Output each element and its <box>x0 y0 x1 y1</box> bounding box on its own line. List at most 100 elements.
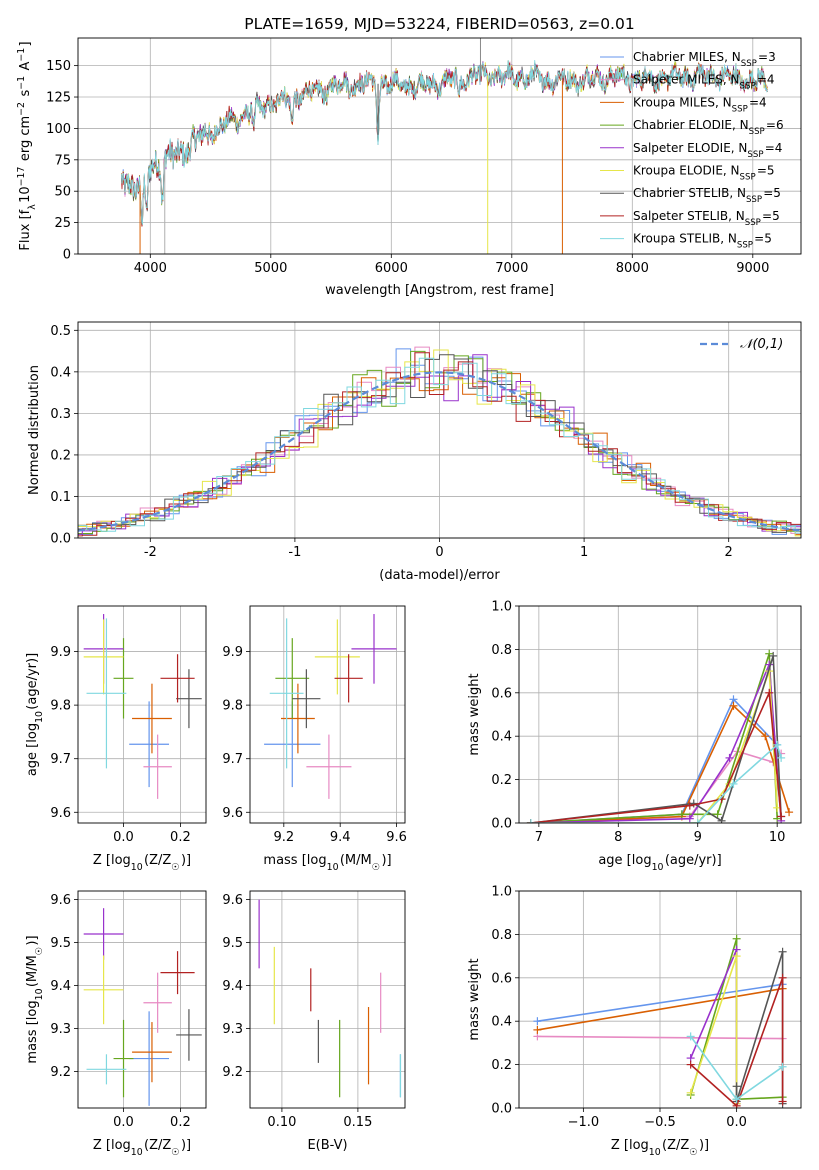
y-tick-label: 9.9 <box>222 645 243 660</box>
plot-area <box>78 346 801 537</box>
legend-label: Salpeter ELODIE, NSSP =4 <box>633 141 782 160</box>
point-marker <box>732 1082 741 1091</box>
x-tick-label: 8000 <box>616 261 649 276</box>
mass-weight-line <box>530 750 782 823</box>
point-marker <box>765 688 774 697</box>
error-bar <box>314 619 360 695</box>
error-bar <box>113 1019 134 1098</box>
x-axis-label: age [log10 (age/yr)] <box>598 853 721 873</box>
error-bar <box>83 619 124 695</box>
error-bar <box>269 618 304 769</box>
x-tick-label: 0.0 <box>113 830 134 845</box>
x-tick-label: −1.0 <box>568 1115 600 1130</box>
point-marker <box>686 1060 695 1069</box>
axes-weight_vs_Z: −1.0 −0.5 0.0 0.0 0.2 0.4 0.6 0.8 1.0 Z [log10 (Z… <box>467 885 802 1158</box>
error-bar <box>113 638 134 719</box>
error-bar <box>132 683 172 754</box>
plot-area <box>83 614 202 799</box>
error-bar <box>160 654 195 703</box>
ticks <box>246 651 397 827</box>
y-axis-label: Flux [fλ 10−17 erg cm−2 s−1 A−1 ] <box>16 41 38 250</box>
legend-label: Kroupa MILES, NSSP =4 <box>633 95 767 114</box>
x-tick-label: 10 <box>769 830 786 845</box>
ticks <box>515 605 778 827</box>
point-marker <box>526 819 535 823</box>
x-tick-label: 1 <box>580 545 588 560</box>
y-tick-label: 9.9 <box>50 645 71 660</box>
y-tick-label: 0.6 <box>491 686 512 701</box>
plot-area <box>83 908 202 1106</box>
mass-weight-line <box>530 653 778 823</box>
mass-weight-line <box>537 1035 783 1040</box>
axes-frame <box>518 605 802 824</box>
error-bar <box>176 1009 202 1061</box>
y-tick-label: 150 <box>46 59 71 74</box>
grid <box>519 890 801 1109</box>
x-tick-label: 4000 <box>134 261 167 276</box>
chart-title: PLATE=1659, MJD=53224, FIBERID=0563, z=0… <box>244 15 634 33</box>
x-tick-label: 0.15 <box>343 1115 372 1130</box>
y-tick-label: 0.3 <box>50 407 71 422</box>
error-bar <box>86 618 127 769</box>
mass-weight-line <box>537 983 783 1022</box>
histogram-step <box>78 373 801 536</box>
y-tick-label: 75 <box>54 153 71 168</box>
y-tick-label: 9.6 <box>50 806 71 821</box>
point-marker <box>686 1032 695 1041</box>
y-tick-label: 0.4 <box>50 365 71 380</box>
point-marker <box>686 1088 695 1097</box>
histogram-step <box>78 354 801 536</box>
grid <box>78 891 206 1108</box>
point-marker <box>693 819 702 823</box>
error-bar <box>176 669 202 729</box>
y-tick-label: 0.5 <box>50 324 71 339</box>
axes-mass_vs_Z: 0.0 0.2 9.2 9.3 9.4 9.5 9.6 Z [log10 (Z/Z☉ )] ma… <box>25 890 207 1158</box>
x-tick-label: 0.10 <box>267 1115 296 1130</box>
plot-area <box>264 614 397 799</box>
x-tick-label: 2 <box>725 545 733 560</box>
error-bar <box>351 614 397 684</box>
legend: Chabrier MILES, NSSP =3 Salpeter MILES, N… <box>600 50 784 251</box>
error-bar <box>160 951 195 995</box>
legend-label: Kroupa STELIB, NSSP =5 <box>633 232 772 251</box>
mass-weight-line <box>690 977 784 1108</box>
point-marker <box>778 1062 787 1071</box>
y-tick-label: 9.7 <box>50 752 71 767</box>
axes-frame <box>249 605 406 824</box>
x-axis-label: Z [log10 (Z/Z☉ )] <box>93 853 191 873</box>
x-tick-label: 9.2 <box>273 830 294 845</box>
plot-area <box>258 899 402 1098</box>
y-tick-label: 50 <box>54 185 71 200</box>
y-tick-label: 0.0 <box>50 532 71 547</box>
mass-weight-line <box>530 655 782 823</box>
axes-age_vs_Z: 0.0 0.2 9.6 9.7 9.8 9.9 Z [log10 (Z/Z☉ )] age [… <box>25 605 207 873</box>
x-tick-label: -1 <box>288 545 301 560</box>
axes-mass_vs_EBV: 0.10 0.15 9.2 9.3 9.4 9.5 9.6 E(B-V) <box>222 890 406 1153</box>
point-marker <box>732 952 741 961</box>
point-marker <box>732 934 741 943</box>
error-bar <box>129 701 170 788</box>
y-tick-label: 0.2 <box>491 773 512 788</box>
x-axis-label: Z [log10 (Z/Z☉ )] <box>611 1138 709 1158</box>
y-tick-label: 9.3 <box>50 1022 71 1037</box>
y-axis-label: mass [log10 (M/M☉ )] <box>25 935 45 1063</box>
normal-reference-curve <box>78 371 801 532</box>
axes-frame <box>77 37 802 255</box>
mass-weight-line <box>530 743 782 823</box>
x-tick-label: 0.2 <box>170 830 191 845</box>
y-tick-label: 0.8 <box>491 928 512 943</box>
point-marker <box>769 651 778 660</box>
error-bar <box>132 1022 172 1083</box>
legend-label: Chabrier ELODIE, NSSP =6 <box>633 118 784 137</box>
spectrum-line <box>121 60 768 225</box>
x-axis-label: wavelength [Angstrom, rest frame] <box>325 283 554 298</box>
y-tick-label: 9.8 <box>222 699 243 714</box>
axes-frame <box>249 890 406 1109</box>
x-tick-label: 0.2 <box>170 1115 191 1130</box>
y-tick-label: 0.2 <box>50 448 71 463</box>
y-tick-label: 100 <box>46 122 71 137</box>
y-tick-label: 0.4 <box>491 1015 512 1030</box>
point-marker <box>761 732 770 741</box>
y-tick-label: 0 <box>63 248 71 263</box>
